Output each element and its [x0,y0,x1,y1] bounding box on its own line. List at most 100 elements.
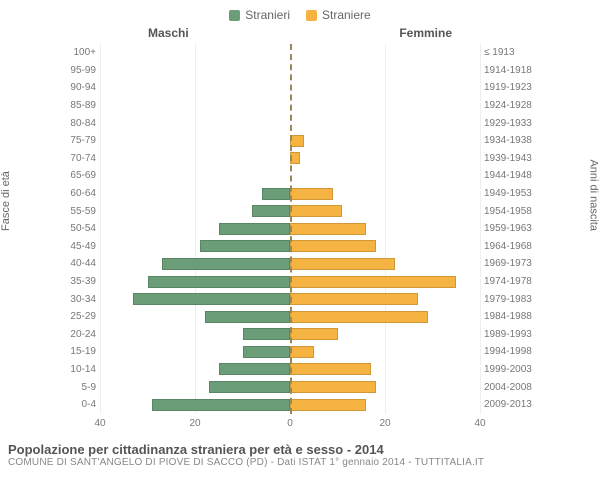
female-bar [290,223,366,235]
bar-zone [100,238,480,256]
female-bar [290,258,395,270]
female-bar [290,346,314,358]
y-axis-label-right: Anni di nascita [588,159,600,231]
age-row: 85-89 1924-1928 [56,97,534,115]
age-label: 100+ [56,47,100,58]
age-label: 65-69 [56,170,100,181]
age-label: 85-89 [56,100,100,111]
birth-label: 1949-1953 [480,188,534,199]
birth-label: 1924-1928 [480,100,534,111]
bar-zone [100,62,480,80]
x-tick: 0 [287,418,293,429]
bar-zone [100,378,480,396]
male-bar [162,258,290,270]
age-row: 65-69 1944-1948 [56,167,534,185]
male-bar [243,328,291,340]
age-row: 75-79 1934-1938 [56,132,534,150]
age-label: 50-54 [56,223,100,234]
birth-label: 1994-1998 [480,346,534,357]
age-label: 10-14 [56,364,100,375]
chart-legend: Stranieri Straniere [8,8,592,22]
bar-zone [100,150,480,168]
age-label: 45-49 [56,241,100,252]
birth-label: ≤ 1913 [480,47,534,58]
female-half [290,238,480,256]
male-half [100,202,290,220]
x-tick: 20 [189,418,200,429]
age-label: 75-79 [56,135,100,146]
birth-label: 1934-1938 [480,135,534,146]
female-half [290,167,480,185]
female-half [290,396,480,414]
male-half [100,167,290,185]
female-half [290,220,480,238]
chart-footer: Popolazione per cittadinanza straniera p… [8,442,592,468]
female-bar [290,152,300,164]
legend-item-female: Straniere [306,8,371,22]
age-label: 80-84 [56,118,100,129]
age-label: 90-94 [56,82,100,93]
age-label: 15-19 [56,346,100,357]
legend-swatch-male [229,10,240,21]
male-half [100,255,290,273]
male-half [100,326,290,344]
age-row: 35-39 1974-1978 [56,273,534,291]
female-bar [290,276,456,288]
male-bar [205,311,291,323]
bar-zone [100,167,480,185]
bar-zone [100,308,480,326]
legend-label-female: Straniere [322,8,371,22]
age-row: 0-42009-2013 [56,396,534,414]
bar-zone [100,44,480,62]
male-bar [252,205,290,217]
y-axis-label-left: Fasce di età [0,171,12,231]
female-bar [290,293,418,305]
x-tick: 20 [379,418,390,429]
birth-label: 1944-1948 [480,170,534,181]
male-bar [262,188,291,200]
age-label: 25-29 [56,311,100,322]
male-bar [209,381,290,393]
female-bar [290,135,304,147]
birth-label: 1974-1978 [480,276,534,287]
female-bar [290,311,428,323]
female-half [290,361,480,379]
birth-label: 1984-1988 [480,311,534,322]
bar-zone [100,185,480,203]
female-half [290,273,480,291]
age-row: 60-64 1949-1953 [56,185,534,203]
birth-label: 1999-2003 [480,364,534,375]
age-label: 95-99 [56,65,100,76]
age-row: 40-441969-1973 [56,255,534,273]
male-bar [200,240,290,252]
male-bar [219,223,290,235]
age-row: 90-941919-1923 [56,79,534,97]
male-half [100,343,290,361]
male-half [100,378,290,396]
female-half [290,44,480,62]
age-row: 55-591954-1958 [56,202,534,220]
age-label: 35-39 [56,276,100,287]
male-half [100,185,290,203]
x-axis: 402002040 [100,418,480,432]
age-row: 100+ ≤ 1913 [56,44,534,62]
chart-title: Popolazione per cittadinanza straniera p… [8,442,592,457]
male-half [100,361,290,379]
birth-label: 1989-1993 [480,329,534,340]
age-row: 30-341979-1983 [56,290,534,308]
male-bar [243,346,291,358]
female-bar [290,399,366,411]
male-half [100,62,290,80]
bar-zone [100,361,480,379]
male-bar [219,363,290,375]
male-half [100,114,290,132]
age-label: 60-64 [56,188,100,199]
age-row: 20-241989-1993 [56,326,534,344]
male-half [100,44,290,62]
age-row: 50-541959-1963 [56,220,534,238]
female-half [290,62,480,80]
female-bar [290,381,376,393]
chart-subtitle: COMUNE DI SANT'ANGELO DI PIOVE DI SACCO … [8,457,592,468]
female-bar [290,328,338,340]
bar-zone [100,79,480,97]
